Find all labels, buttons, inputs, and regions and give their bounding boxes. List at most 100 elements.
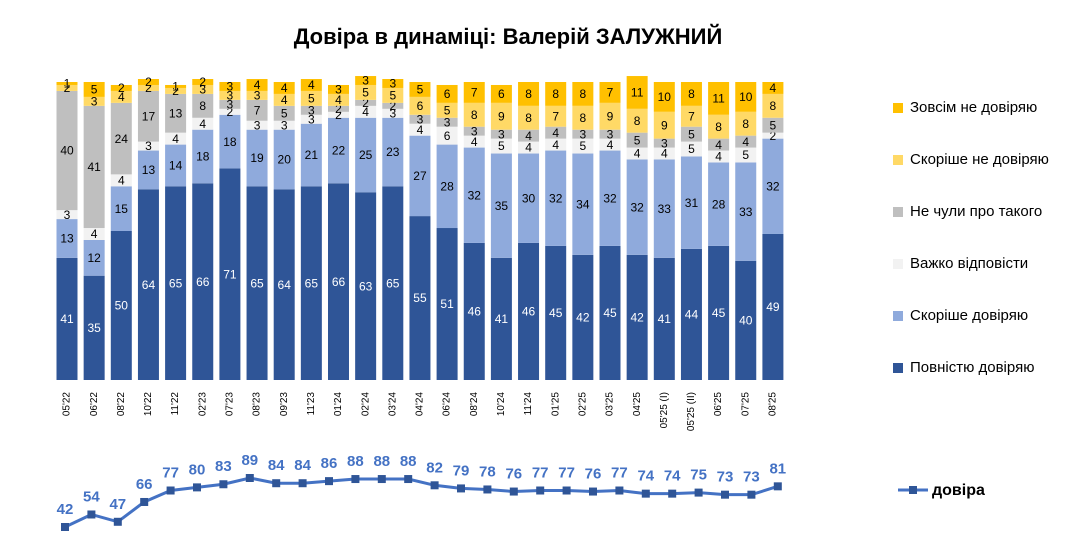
bar-segment [545, 126, 567, 139]
x-tick-label: 07'23 [225, 392, 236, 417]
data-label: 5 [688, 142, 695, 156]
legend-marker [893, 155, 903, 165]
bar-segment [165, 87, 187, 94]
data-label: 42 [57, 501, 74, 518]
data-label: 3 [580, 127, 587, 141]
data-label: 4 [335, 93, 342, 107]
bar-segment [56, 90, 78, 211]
bar-segment [409, 135, 431, 217]
data-label: 41 [60, 312, 74, 326]
legend-label: Важко відповісти [910, 255, 1028, 272]
bar-segment [83, 239, 105, 276]
data-label: 1 [64, 77, 71, 91]
data-label: 8 [199, 99, 206, 113]
data-label: 11 [712, 92, 725, 106]
legend-marker [893, 311, 903, 321]
data-label: 5 [91, 83, 98, 97]
data-label: 33 [658, 202, 672, 216]
bar-segment [83, 228, 105, 240]
data-label: 4 [281, 81, 288, 95]
bar-segment [599, 82, 621, 103]
bar-segment [328, 111, 349, 118]
data-label: 3 [389, 106, 396, 120]
data-label: 80 [189, 461, 206, 478]
data-label: 66 [196, 275, 210, 289]
bar-segment [680, 248, 702, 380]
bar-segment [219, 82, 241, 91]
data-label: 77 [532, 464, 549, 481]
bar-segment [599, 138, 621, 151]
legend-marker [893, 207, 903, 217]
data-label: 8 [580, 111, 587, 125]
data-label: 10 [658, 90, 672, 104]
bar-segment [626, 132, 648, 148]
data-label: 84 [268, 457, 285, 474]
data-label: 13 [169, 106, 183, 120]
bar-segment [382, 186, 404, 380]
data-label: 21 [305, 148, 319, 162]
data-label: 88 [347, 453, 364, 470]
chart-title: Довіра в динаміці: Валерій ЗАЛУЖНИЙ [294, 24, 723, 49]
bar-segment [110, 102, 132, 175]
data-label: 7 [688, 109, 695, 123]
bar-segment [83, 105, 105, 229]
bar-segment [409, 82, 431, 97]
bar-segment [572, 129, 594, 139]
legend-marker [893, 259, 903, 269]
data-label: 10 [739, 90, 753, 104]
x-tick-label: 01'24 [333, 392, 344, 417]
data-label: 32 [766, 179, 780, 193]
data-label: 34 [576, 197, 590, 211]
data-label: 3 [64, 208, 71, 222]
data-label: 78 [479, 463, 496, 480]
bar-segment [762, 117, 784, 133]
bar-segment [436, 102, 458, 118]
data-label: 2 [199, 75, 206, 89]
data-label: 65 [386, 276, 400, 290]
data-label: 1 [172, 80, 179, 94]
data-label: 84 [294, 457, 311, 474]
data-label: 73 [743, 469, 760, 486]
x-tick-label: 01'25 [550, 392, 561, 417]
bar-segment [545, 138, 567, 151]
bar-segment [436, 228, 458, 380]
data-label: 3 [254, 118, 261, 132]
data-label: 35 [87, 321, 101, 335]
bar-segment [273, 82, 295, 94]
data-label: 3 [145, 139, 152, 153]
data-label: 17 [142, 109, 156, 123]
line-marker [536, 486, 545, 495]
x-tick-label: 04'24 [415, 392, 426, 417]
bar-segment [165, 186, 187, 380]
data-label: 77 [558, 464, 575, 481]
data-label: 5 [281, 106, 288, 120]
line-marker [87, 510, 96, 519]
data-label: 4 [91, 227, 98, 241]
data-label: 18 [196, 150, 210, 164]
bar-segment [300, 79, 322, 91]
bar-segment [246, 79, 268, 91]
x-tick-label: 11'24 [523, 392, 534, 416]
data-label: 79 [453, 462, 470, 479]
data-label: 4 [281, 93, 288, 107]
data-label: 22 [332, 144, 346, 158]
data-label: 24 [115, 132, 129, 146]
bar-segment [626, 159, 648, 255]
line-marker [562, 486, 571, 495]
bar-segment [708, 82, 730, 115]
data-label: 82 [426, 459, 443, 476]
bar-segment [490, 138, 512, 154]
data-label: 13 [142, 163, 156, 177]
bar-segment [463, 147, 485, 243]
bar-segment [83, 275, 105, 380]
bar-segment [518, 105, 540, 130]
bar-segment [626, 147, 648, 160]
x-tick-label: 10'22 [143, 392, 154, 417]
bar-segment [490, 84, 512, 103]
line-marker [298, 479, 307, 488]
data-label: 4 [308, 78, 315, 92]
line-marker [140, 497, 149, 506]
line-marker [430, 481, 439, 490]
bar-segment [382, 102, 404, 109]
bar-segment [165, 144, 187, 187]
